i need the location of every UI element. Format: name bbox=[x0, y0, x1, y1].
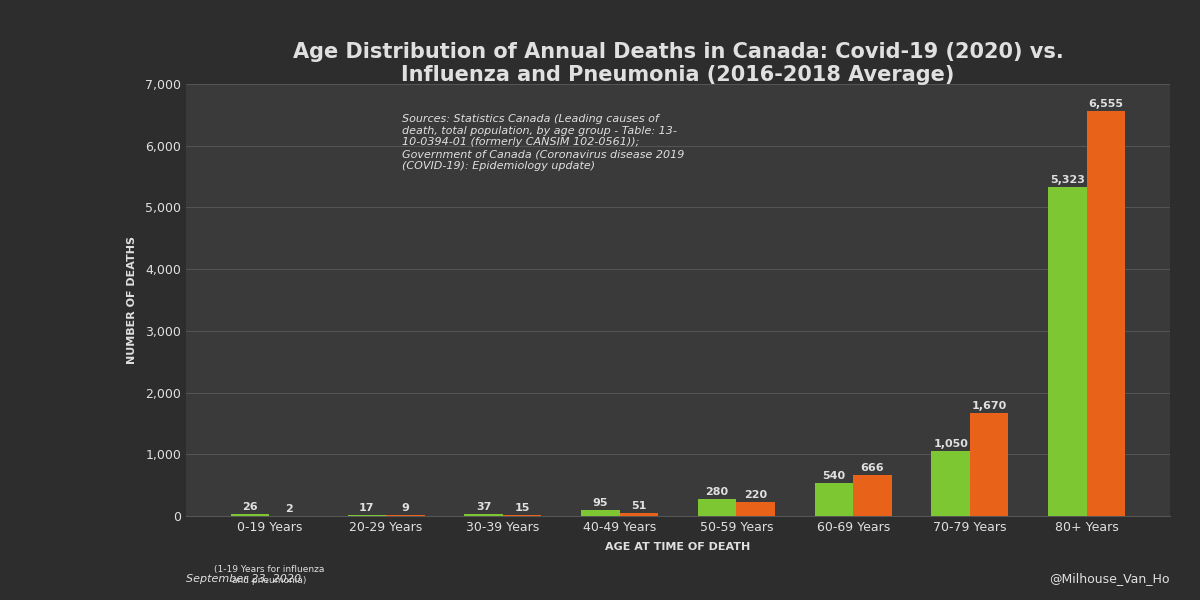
Text: 17: 17 bbox=[359, 503, 374, 513]
Text: 26: 26 bbox=[242, 502, 258, 512]
Bar bbox=[581, 510, 619, 516]
Text: 220: 220 bbox=[744, 490, 767, 500]
Text: 280: 280 bbox=[706, 487, 728, 497]
X-axis label: AGE AT TIME OF DEATH: AGE AT TIME OF DEATH bbox=[605, 542, 751, 552]
Y-axis label: NUMBER OF DEATHS: NUMBER OF DEATHS bbox=[127, 236, 137, 364]
Text: 2: 2 bbox=[284, 504, 293, 514]
Bar bbox=[931, 451, 970, 516]
Bar bbox=[1087, 112, 1126, 516]
Bar bbox=[464, 514, 503, 516]
Text: 6,555: 6,555 bbox=[1088, 100, 1123, 109]
Bar bbox=[348, 515, 386, 516]
Bar bbox=[815, 482, 853, 516]
Text: Age Distribution of Annual Deaths in Canada: Covid-19 (2020) vs.
Influenza and P: Age Distribution of Annual Deaths in Can… bbox=[293, 42, 1063, 85]
Text: 666: 666 bbox=[860, 463, 884, 473]
Text: 5,323: 5,323 bbox=[1050, 175, 1085, 185]
Text: 15: 15 bbox=[515, 503, 529, 513]
Bar bbox=[619, 513, 658, 516]
Bar bbox=[230, 514, 269, 516]
Bar bbox=[698, 499, 737, 516]
Text: 9: 9 bbox=[401, 503, 409, 513]
Text: 1,050: 1,050 bbox=[934, 439, 968, 449]
Text: 51: 51 bbox=[631, 500, 647, 511]
Legend: Influenza and pneumonia Deaths (2016-2018 Average), Covid-19 Deaths (2020): Influenza and pneumonia Deaths (2016-201… bbox=[407, 598, 949, 600]
Text: September 23, 2020: September 23, 2020 bbox=[186, 574, 301, 584]
Text: 540: 540 bbox=[822, 470, 846, 481]
Bar bbox=[737, 502, 775, 516]
Text: Sources: Statistics Canada (Leading causes of
death, total population, by age gr: Sources: Statistics Canada (Leading caus… bbox=[402, 114, 685, 170]
Bar bbox=[1048, 187, 1087, 516]
Bar bbox=[853, 475, 892, 516]
Text: 1,670: 1,670 bbox=[972, 401, 1007, 411]
Text: 95: 95 bbox=[593, 498, 608, 508]
Text: (1-19 Years for influenza
and pneumonia): (1-19 Years for influenza and pneumonia) bbox=[214, 565, 324, 585]
Text: @Milhouse_Van_Ho: @Milhouse_Van_Ho bbox=[1050, 572, 1170, 585]
Text: 37: 37 bbox=[476, 502, 491, 512]
Bar bbox=[970, 413, 1008, 516]
Bar bbox=[503, 515, 541, 516]
